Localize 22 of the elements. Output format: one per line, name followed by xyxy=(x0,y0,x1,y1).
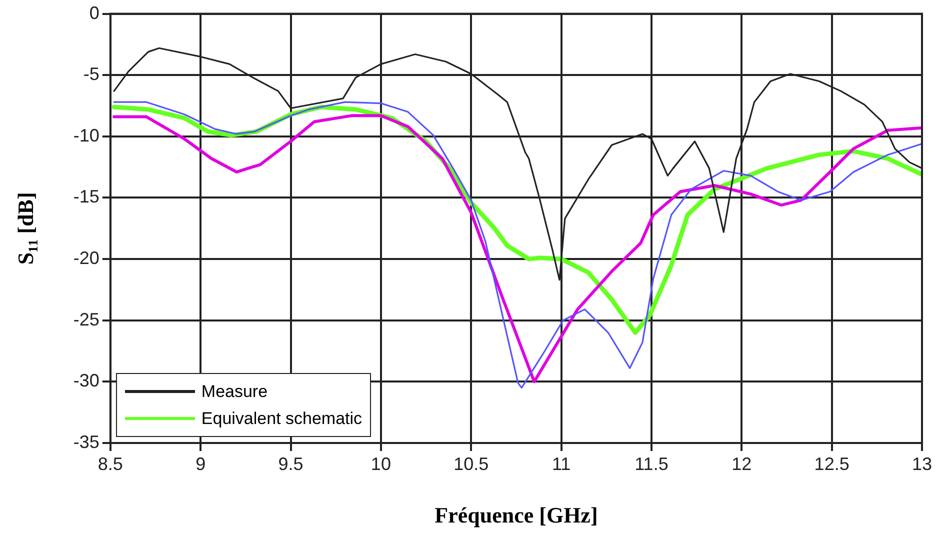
x-axis-title: Fréquence [GHz] xyxy=(434,502,598,528)
y-tick-label: -30 xyxy=(73,370,100,391)
x-tick-label: 10.5 xyxy=(454,454,489,474)
y-tick-label: -35 xyxy=(73,432,100,452)
x-tick-label: 13 xyxy=(912,454,932,474)
legend-label: Equivalent schematic xyxy=(201,408,362,428)
x-tick-label: 10 xyxy=(370,454,391,474)
x-tick-label: 11.5 xyxy=(634,454,668,474)
y-tick-label: -20 xyxy=(73,248,100,268)
x-tick-label: 9 xyxy=(196,454,206,474)
y-tick-label: -5 xyxy=(83,64,100,84)
y-tick-label: -10 xyxy=(73,125,100,146)
y-tick-label: -25 xyxy=(73,309,100,330)
x-tick-label: 12.5 xyxy=(814,454,850,474)
legend-label: Measure xyxy=(201,382,268,402)
y-axis-title: S₁₁ [dB] xyxy=(12,192,38,265)
y-tick-label: -15 xyxy=(73,186,100,207)
x-tick-label: 11 xyxy=(552,454,571,474)
x-tick-label: 12 xyxy=(732,454,752,474)
y-tick-label: 0 xyxy=(89,2,100,23)
x-tick-label: 9.5 xyxy=(278,454,304,474)
x-tick-label: 8.5 xyxy=(98,454,123,474)
